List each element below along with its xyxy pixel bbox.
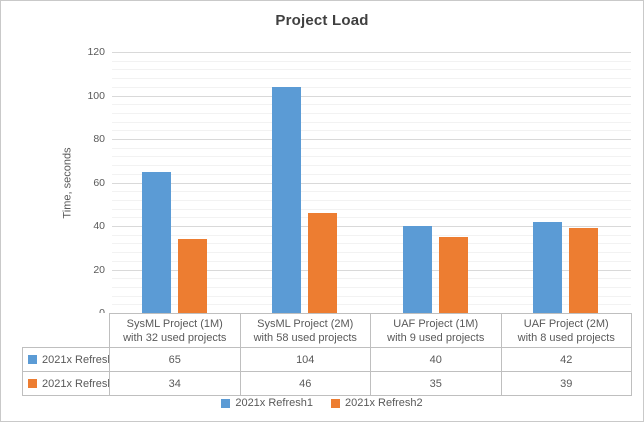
bar-2021x-refresh1	[533, 221, 563, 313]
table-header-row: SysML Project (1M) with 32 used projects S…	[23, 313, 632, 348]
y-tick-label: 20	[93, 263, 105, 276]
value-cell: 42	[500, 347, 632, 372]
minor-gridline	[112, 260, 631, 262]
legend-item: 2021x Refresh2	[331, 397, 423, 409]
minor-gridline	[112, 147, 631, 149]
minor-gridline	[112, 252, 631, 254]
series-row-header: 2021x Refresh2	[22, 371, 110, 396]
bar-2021x-refresh1	[402, 226, 432, 313]
minor-gridline	[112, 104, 631, 106]
y-tick-label: 80	[93, 133, 105, 145]
value-cell: 34	[109, 371, 241, 396]
value-cell: 65	[109, 347, 241, 372]
bar-series-container	[109, 52, 631, 313]
minor-gridline	[112, 60, 631, 62]
y-axis-ticks: 020406080100120	[1, 46, 105, 319]
major-gridline	[112, 139, 631, 140]
minor-gridline	[112, 234, 631, 236]
major-gridline	[112, 226, 631, 227]
value-cell: 40	[370, 347, 502, 372]
minor-gridline	[112, 286, 631, 288]
minor-gridline	[112, 78, 631, 80]
value-cell: 39	[500, 371, 632, 396]
category-header-cell: UAF Project (2M) with 8 used projects	[500, 313, 632, 348]
legend: 2021x Refresh1 2021x Refresh2	[1, 395, 643, 411]
bar-group	[109, 52, 240, 313]
value-cell: 46	[239, 371, 371, 396]
minor-gridline	[112, 278, 631, 280]
minor-gridline	[112, 208, 631, 210]
legend-label: 2021x Refresh1	[235, 397, 313, 409]
category-header-cell: SysML Project (2M) with 58 used projects	[239, 313, 371, 348]
minor-gridline	[112, 130, 631, 132]
series-row-header: 2021x Refresh1	[22, 347, 110, 372]
bar-2021x-refresh2	[177, 239, 207, 313]
major-gridline	[112, 182, 631, 184]
plot-area	[109, 52, 631, 313]
minor-gridline	[112, 295, 631, 297]
minor-gridline	[112, 191, 631, 193]
data-table: SysML Project (1M) with 32 used projects S…	[22, 313, 632, 396]
legend-swatch	[331, 398, 340, 408]
minor-gridline	[112, 156, 631, 158]
category-header-cell: UAF Project (1M) with 9 used projects	[370, 313, 502, 348]
table-corner-cell	[23, 314, 110, 348]
minor-gridline	[112, 243, 631, 245]
minor-gridline	[112, 304, 631, 306]
minor-gridline	[112, 86, 631, 88]
y-tick-label: 40	[93, 220, 105, 232]
bar-2021x-refresh2	[308, 212, 338, 313]
value-cell: 35	[370, 371, 502, 396]
minor-gridline	[112, 173, 631, 175]
chart-title: Project Load	[275, 12, 369, 29]
bar-2021x-refresh2	[569, 228, 599, 313]
minor-gridline	[112, 121, 631, 123]
value-cell: 104	[239, 347, 371, 372]
y-tick-label: 60	[93, 176, 105, 189]
bar-group	[240, 52, 371, 313]
minor-gridline	[112, 165, 631, 167]
series-color-swatch	[28, 354, 37, 364]
legend-item: 2021x Refresh1	[221, 397, 313, 409]
legend-swatch	[221, 398, 231, 408]
major-gridline	[112, 269, 631, 271]
y-tick-label: 100	[87, 89, 105, 102]
bar-group	[370, 52, 501, 313]
minor-gridline	[112, 199, 631, 201]
bar-group	[501, 52, 632, 313]
minor-gridline	[112, 69, 631, 71]
minor-gridline	[112, 217, 631, 219]
category-header-cell: SysML Project (1M) with 32 used projects	[109, 313, 241, 348]
major-gridline	[112, 95, 631, 97]
table-row: 2021x Refresh1651044042	[22, 347, 632, 372]
table-row: 2021x Refresh234463539	[22, 371, 632, 396]
bar-2021x-refresh2	[438, 236, 468, 313]
major-gridline	[112, 52, 631, 53]
bar-2021x-refresh1	[141, 171, 171, 313]
series-color-swatch	[28, 378, 37, 388]
bar-2021x-refresh1	[272, 86, 302, 313]
y-tick-label: 120	[87, 46, 105, 58]
minor-gridline	[112, 112, 631, 114]
legend-label: 2021x Refresh2	[345, 397, 423, 409]
